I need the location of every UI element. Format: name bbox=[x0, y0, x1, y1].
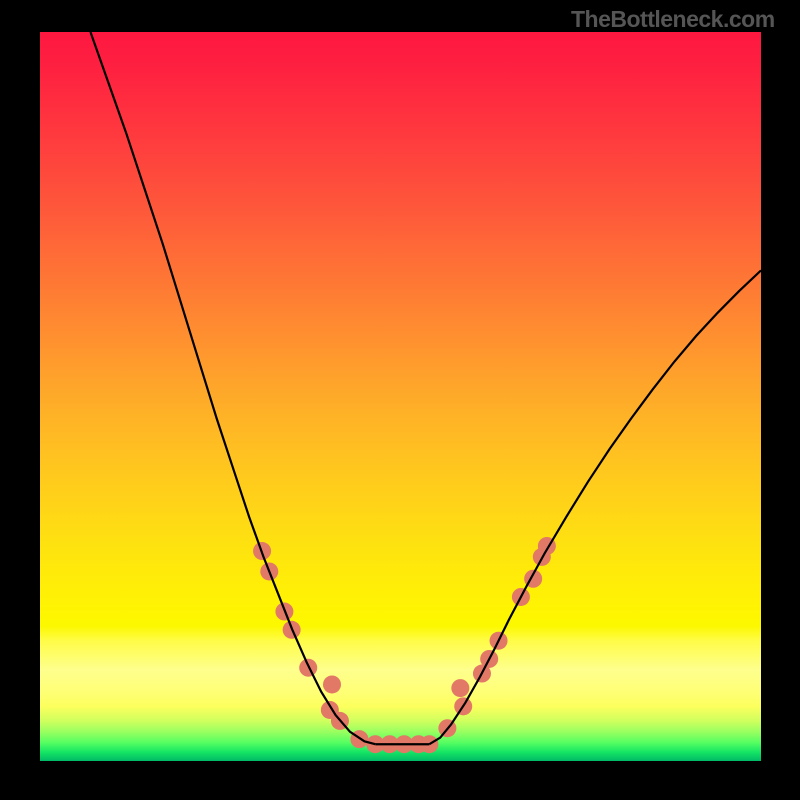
marker-point bbox=[451, 679, 469, 697]
plot-area bbox=[40, 32, 761, 761]
chart-svg bbox=[40, 32, 761, 761]
watermark-text: TheBottleneck.com bbox=[571, 6, 775, 33]
left-curve bbox=[90, 32, 375, 744]
marker-point bbox=[323, 675, 341, 693]
